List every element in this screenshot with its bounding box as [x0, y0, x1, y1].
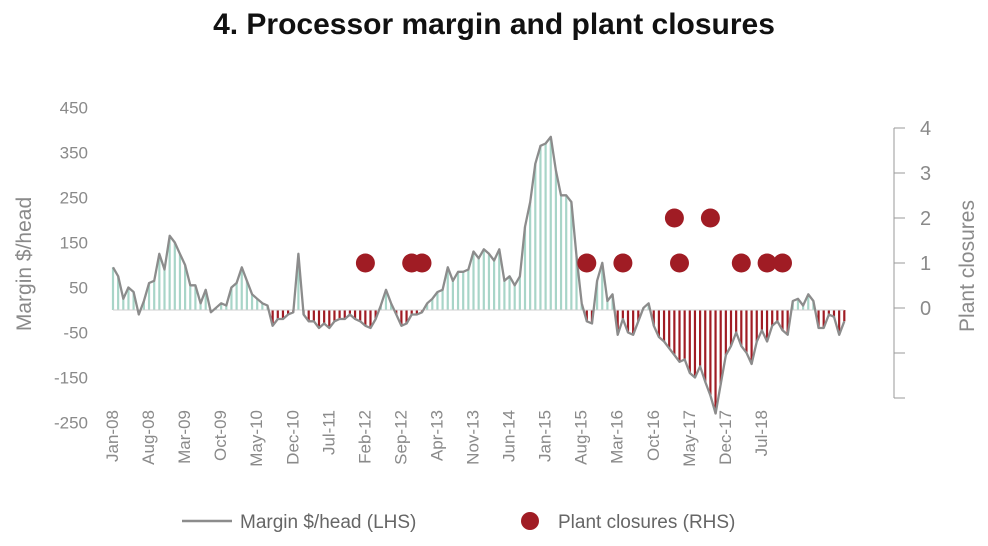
y-left-tick-label: -250: [54, 414, 88, 433]
legend-dot-swatch: [521, 512, 539, 530]
y-right-tick-label: 0: [920, 298, 931, 320]
plant-closure-point: [731, 253, 751, 273]
x-tick-label: Oct-09: [211, 410, 230, 461]
y-right-tick-label: 4: [920, 118, 931, 140]
y-left-tick-label: 50: [69, 279, 88, 298]
y-right-tick-label: 2: [920, 208, 931, 230]
x-tick-label: Apr-13: [428, 410, 447, 461]
x-tick-label: Nov-13: [464, 410, 483, 465]
x-tick-label: Feb-12: [355, 410, 374, 464]
x-tick-label: Dec-10: [283, 410, 302, 465]
y-left-tick-label: 250: [60, 189, 88, 208]
x-tick-label: Jul-11: [319, 410, 338, 455]
y-left-tick-label: 450: [60, 99, 88, 118]
x-tick-label: Mar-09: [175, 410, 194, 464]
plant-closure-point: [613, 253, 633, 273]
x-tick-label: Aug-08: [139, 410, 158, 465]
y-right-axis-label: Plant closures: [956, 200, 979, 332]
x-tick-label: Jun-14: [500, 410, 519, 462]
y-left-tick-label: -50: [63, 324, 88, 343]
y-left-tick-label: 150: [60, 234, 88, 253]
x-tick-label: Sep-12: [391, 410, 410, 465]
x-tick-label: Jan-08: [103, 410, 122, 462]
x-tick-label: Jan-15: [536, 410, 555, 462]
plant-closure-point: [355, 253, 375, 273]
plant-closure-point: [670, 253, 689, 273]
x-tick-label: Oct-16: [644, 410, 663, 461]
legend-label-margin: Margin $/head (LHS): [240, 512, 416, 533]
y-right-tick-label: 3: [920, 163, 931, 185]
y-right-tick-label: 1: [920, 253, 931, 275]
x-tick-label: Aug-15: [572, 410, 591, 465]
y-left-tick-label: 350: [60, 144, 88, 163]
x-tick-label: Jul-18: [752, 410, 771, 456]
plant-closure-point: [773, 253, 792, 273]
chart-title: 4. Processor margin and plant closures: [213, 8, 775, 41]
x-tick-label: May-10: [247, 410, 266, 467]
x-tick-label: Mar-16: [608, 410, 627, 464]
plant-closure-point: [700, 208, 720, 228]
plant-closure-point: [664, 208, 684, 228]
y-left-tick-label: -150: [54, 369, 88, 388]
y-left-axis-label: Margin $/head: [13, 197, 36, 331]
x-tick-label: Dec-17: [716, 410, 735, 465]
plant-closure-point: [757, 253, 777, 273]
x-tick-label: May-17: [680, 410, 699, 467]
plant-closure-point: [577, 253, 597, 273]
plant-closure-point: [412, 253, 432, 273]
margin-line: [112, 135, 846, 415]
legend-label-closures: Plant closures (RHS): [558, 512, 735, 533]
